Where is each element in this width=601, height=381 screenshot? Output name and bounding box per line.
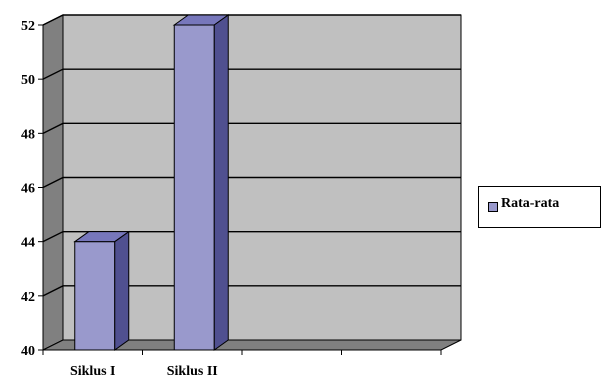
gridline	[42, 14, 461, 26]
gridline	[42, 230, 461, 243]
gridline	[42, 176, 461, 189]
bar-side-face	[213, 14, 229, 351]
y-tick-label: 52	[21, 19, 35, 34]
y-tick-label: 42	[21, 290, 35, 305]
bar-side-face	[114, 230, 130, 351]
y-tick-label: 48	[21, 127, 35, 142]
gridline	[42, 285, 461, 297]
gridline	[42, 68, 461, 80]
legend-label-rata-rata: Rata-rata	[501, 196, 560, 211]
bar-front-face	[173, 24, 215, 351]
legend: Rata-rata	[478, 186, 601, 228]
x-tick-label: Siklus I	[70, 364, 116, 379]
bar	[73, 230, 131, 351]
gridline	[42, 122, 461, 134]
bar-front-face	[74, 241, 116, 351]
y-tick-label: 46	[21, 182, 35, 197]
legend-swatch-rata-rata	[488, 202, 498, 212]
y-tick-label: 50	[21, 73, 35, 88]
x-tick-label: Siklus II	[167, 364, 218, 379]
y-tick-label: 40	[21, 344, 35, 359]
y-tick-label: 44	[21, 236, 35, 251]
bar	[172, 14, 230, 351]
